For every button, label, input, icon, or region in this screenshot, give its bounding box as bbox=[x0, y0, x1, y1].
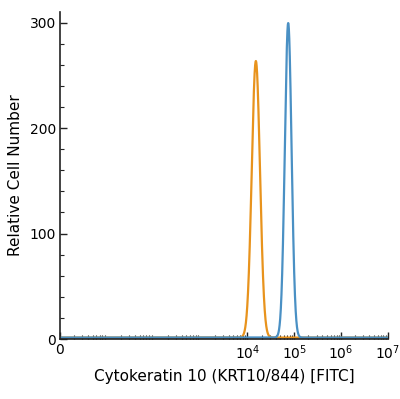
Y-axis label: Relative Cell Number: Relative Cell Number bbox=[8, 95, 22, 257]
X-axis label: Cytokeratin 10 (KRT10/844) [FITC]: Cytokeratin 10 (KRT10/844) [FITC] bbox=[94, 369, 354, 384]
